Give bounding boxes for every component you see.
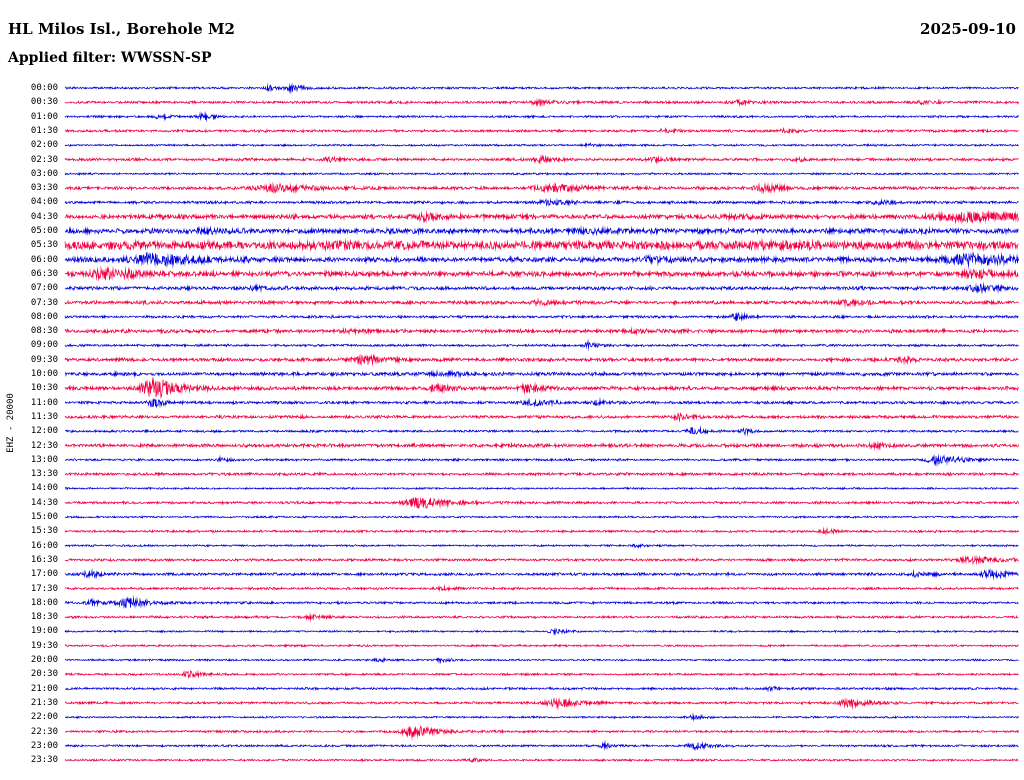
time-label: 16:30 bbox=[30, 554, 58, 565]
time-label: 05:00 bbox=[30, 226, 58, 236]
time-label: 17:30 bbox=[30, 583, 58, 594]
time-label: 10:30 bbox=[30, 383, 58, 394]
time-label: 20:30 bbox=[30, 669, 58, 680]
time-label: 15:30 bbox=[30, 526, 58, 537]
time-label: 17:00 bbox=[30, 569, 58, 580]
filter-label: Applied filter: WWSSN-SP bbox=[8, 50, 212, 66]
time-label: 04:00 bbox=[30, 197, 58, 208]
time-label: 18:30 bbox=[30, 612, 58, 623]
time-label: 02:30 bbox=[30, 154, 58, 165]
time-label: 23:30 bbox=[30, 755, 58, 766]
time-label: 14:00 bbox=[30, 483, 58, 494]
time-label: 04:30 bbox=[30, 211, 58, 222]
time-label: 01:30 bbox=[30, 125, 58, 136]
time-label: 06:00 bbox=[30, 254, 58, 265]
time-label: 21:00 bbox=[30, 683, 58, 694]
time-label: 12:00 bbox=[30, 426, 58, 437]
time-label: 05:30 bbox=[30, 240, 58, 251]
time-label: 09:00 bbox=[30, 340, 58, 351]
time-label: 03:30 bbox=[30, 183, 58, 194]
header-date: 2025-09-10 bbox=[920, 20, 1016, 38]
time-label: 01:00 bbox=[30, 111, 58, 122]
time-label: 19:00 bbox=[30, 626, 58, 637]
time-label: 16:00 bbox=[30, 540, 58, 551]
time-label: 11:30 bbox=[30, 411, 58, 422]
time-label: 00:00 bbox=[30, 83, 58, 93]
time-label: 07:00 bbox=[30, 283, 58, 294]
time-label: 02:00 bbox=[30, 140, 58, 151]
time-label: 08:00 bbox=[30, 311, 58, 322]
page-title: HL Milos Isl., Borehole M2 bbox=[8, 20, 235, 38]
time-label: 19:30 bbox=[30, 640, 58, 651]
time-label: 15:00 bbox=[30, 512, 58, 522]
time-label: 13:30 bbox=[30, 469, 58, 480]
time-label: 09:30 bbox=[30, 354, 58, 365]
time-label: 23:00 bbox=[30, 740, 58, 751]
time-label: 10:00 bbox=[30, 369, 58, 379]
time-label: 12:30 bbox=[30, 440, 58, 451]
time-label: 13:00 bbox=[30, 454, 58, 465]
time-label: 14:30 bbox=[30, 497, 58, 508]
time-label: 11:00 bbox=[30, 397, 58, 408]
time-label: 22:30 bbox=[30, 726, 58, 737]
time-label: 18:00 bbox=[30, 597, 58, 608]
time-label: 06:30 bbox=[30, 268, 58, 279]
time-label: 03:00 bbox=[30, 168, 58, 179]
time-label: 00:30 bbox=[30, 97, 58, 108]
time-label-column: 00:00 00:30 01:00 01:30 02:00 02:30 03:00 03:30… bbox=[0, 0, 58, 780]
time-label: 22:00 bbox=[30, 712, 58, 723]
time-label: 21:30 bbox=[30, 697, 58, 708]
time-label: 20:00 bbox=[30, 655, 58, 665]
time-label: 07:30 bbox=[30, 297, 58, 308]
time-label: 08:30 bbox=[30, 326, 58, 337]
